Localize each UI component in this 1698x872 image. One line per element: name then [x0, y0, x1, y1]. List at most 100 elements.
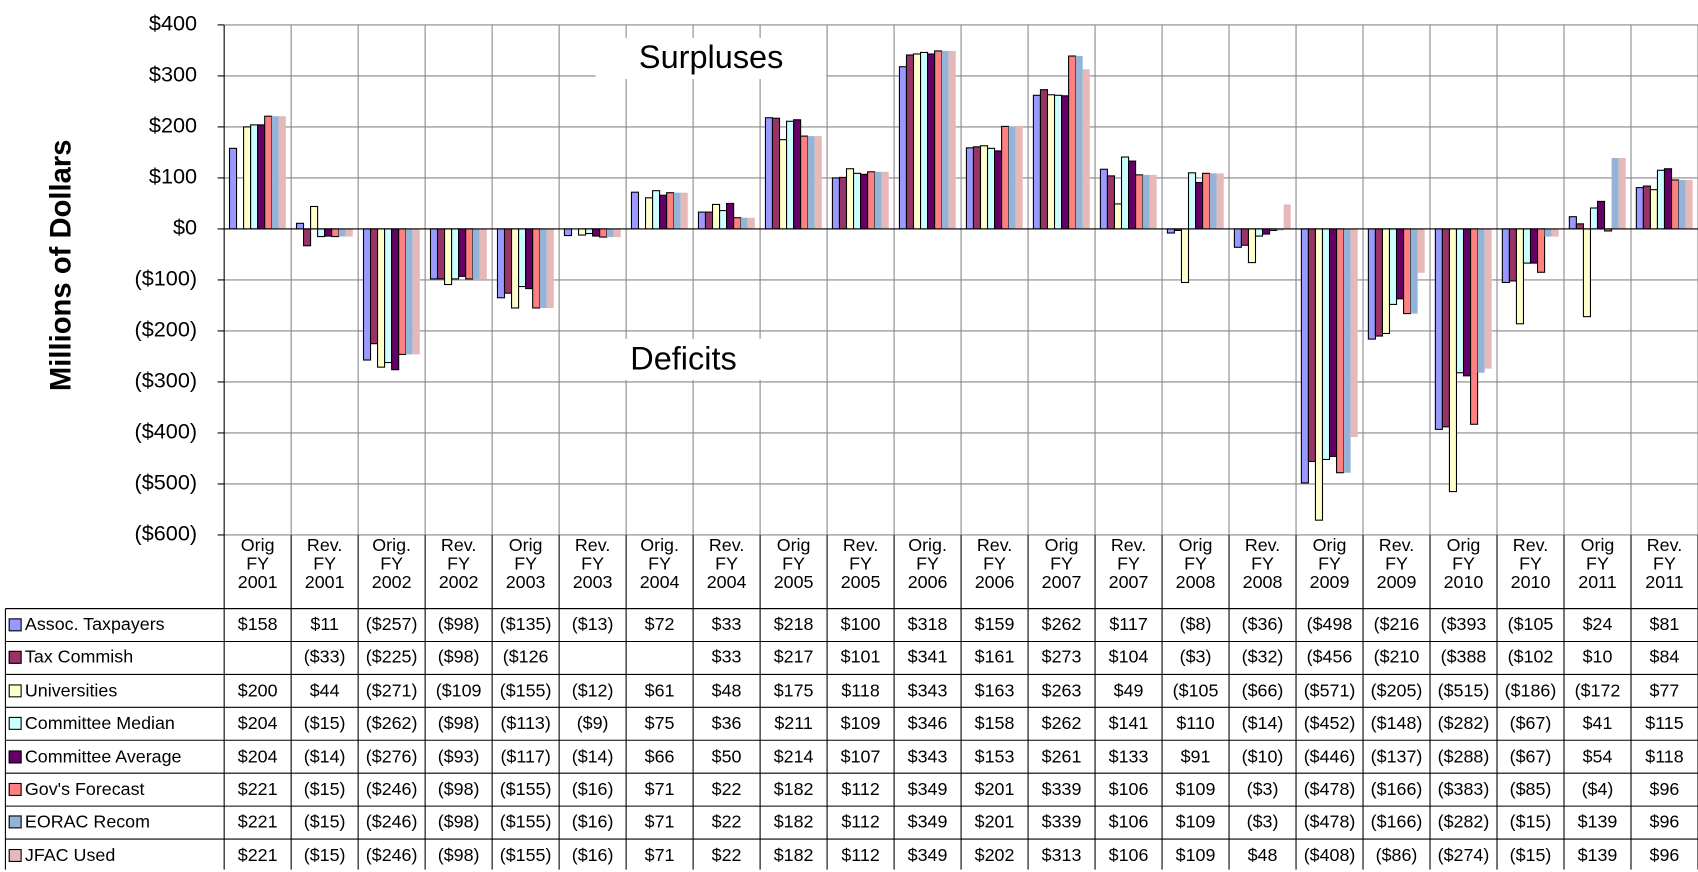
bar: [1276, 228, 1284, 231]
table-value: $158: [237, 615, 278, 635]
table-value: $313: [1041, 845, 1082, 866]
table-value: ($210: [1373, 647, 1420, 668]
y-tick-label: ($300): [135, 368, 198, 393]
table-value: $22: [711, 845, 742, 866]
table-value: $201: [974, 812, 1015, 833]
bar: [479, 228, 487, 279]
table-value: $112: [841, 779, 880, 800]
table-value: ($155): [499, 812, 552, 833]
table-value: ($32): [1241, 647, 1284, 668]
table-value: ($98): [437, 615, 480, 635]
category-label: Orig. FY 2006: [894, 537, 961, 592]
table-value: $262: [1041, 713, 1082, 734]
bar: [965, 147, 974, 230]
table-value: ($93): [437, 746, 480, 767]
table-value: $318: [907, 615, 948, 635]
bar: [1061, 95, 1070, 230]
category-text: Rev. FY 2006: [974, 536, 1015, 593]
category-label: Rev. FY 2004: [693, 537, 760, 592]
bar: [1462, 228, 1472, 377]
table-value: $343: [907, 746, 948, 767]
legend-swatch: [8, 717, 22, 731]
category-text: Orig FY 2009: [1309, 536, 1350, 593]
bar: [362, 228, 372, 361]
category-label: Orig FY 2010: [1430, 537, 1497, 592]
bar: [1551, 228, 1559, 237]
bar: [673, 192, 681, 229]
table-value: ($16): [571, 779, 614, 800]
table-value: $117: [1109, 615, 1148, 635]
legend-swatch: [8, 684, 22, 698]
bar: [711, 203, 721, 230]
bar: [1300, 228, 1309, 484]
table-value: ($105: [1172, 680, 1219, 701]
table-value: $96: [1649, 779, 1680, 800]
bar: [1113, 203, 1123, 230]
table-value: ($408): [1303, 845, 1356, 866]
bar: [1589, 207, 1599, 230]
bar: [1455, 228, 1465, 374]
bar: [302, 228, 312, 247]
y-tick-label: $100: [149, 164, 197, 189]
category-text: Orig FY 2007: [1041, 536, 1082, 593]
bar: [1008, 126, 1016, 229]
table-value: ($113): [500, 713, 551, 734]
bar: [1336, 228, 1345, 474]
bar: [398, 228, 407, 355]
bar: [630, 191, 640, 230]
bar: [1314, 228, 1324, 521]
legend-swatch: [8, 815, 22, 829]
bar: [1046, 94, 1056, 230]
table-value: ($98): [437, 647, 480, 668]
bar: [704, 211, 714, 230]
bar: [465, 228, 474, 280]
table-value: ($383): [1437, 779, 1490, 800]
table-value: $339: [1041, 812, 1082, 833]
bar: [1403, 228, 1412, 315]
table-value: ($16): [571, 812, 614, 833]
table-value: $91: [1180, 746, 1211, 767]
table-value: $77: [1649, 680, 1680, 701]
table-value: $115: [1645, 713, 1684, 734]
bar: [680, 192, 688, 229]
table-value: ($98): [437, 845, 480, 866]
bar: [726, 202, 735, 230]
table-value: ($571): [1303, 680, 1356, 701]
table-value: ($155): [499, 680, 552, 701]
table-value: ($67): [1509, 746, 1552, 767]
table-value: $349: [907, 779, 948, 800]
bar: [1216, 173, 1224, 229]
bar: [577, 228, 587, 236]
bar: [384, 228, 393, 364]
bar: [511, 228, 520, 309]
table-value: ($15): [303, 713, 346, 734]
category-label: Rev. FY 2007: [1095, 537, 1162, 592]
table-value: $22: [711, 812, 742, 833]
bar: [1434, 228, 1443, 430]
table-value: $343: [907, 680, 948, 701]
bar: [807, 136, 815, 229]
table-value: ($155): [499, 845, 552, 866]
legend-text: Gov's Forecast: [24, 779, 145, 800]
table-value: ($9): [576, 713, 609, 734]
table-value: ($10): [1241, 746, 1284, 767]
bar: [1180, 228, 1190, 284]
bar: [539, 228, 547, 308]
y-tick-label: ($600): [135, 521, 198, 546]
table-value: $104: [1108, 647, 1149, 668]
table-value: $110: [1176, 713, 1215, 734]
bar: [1032, 94, 1041, 230]
bar: [1381, 228, 1391, 335]
table-value: ($67): [1509, 713, 1552, 734]
bar: [814, 136, 822, 229]
legend-text: EORAC Recom: [24, 812, 151, 833]
table-value: $153: [974, 746, 1015, 767]
bar: [585, 228, 594, 235]
table-value: ($205): [1370, 680, 1423, 701]
table-value: $118: [1645, 746, 1684, 767]
table-value: ($36): [1241, 615, 1284, 635]
bar: [1240, 228, 1250, 246]
category-text: Orig FY 2001: [237, 536, 278, 593]
bar: [295, 222, 305, 230]
bar: [1568, 216, 1577, 230]
